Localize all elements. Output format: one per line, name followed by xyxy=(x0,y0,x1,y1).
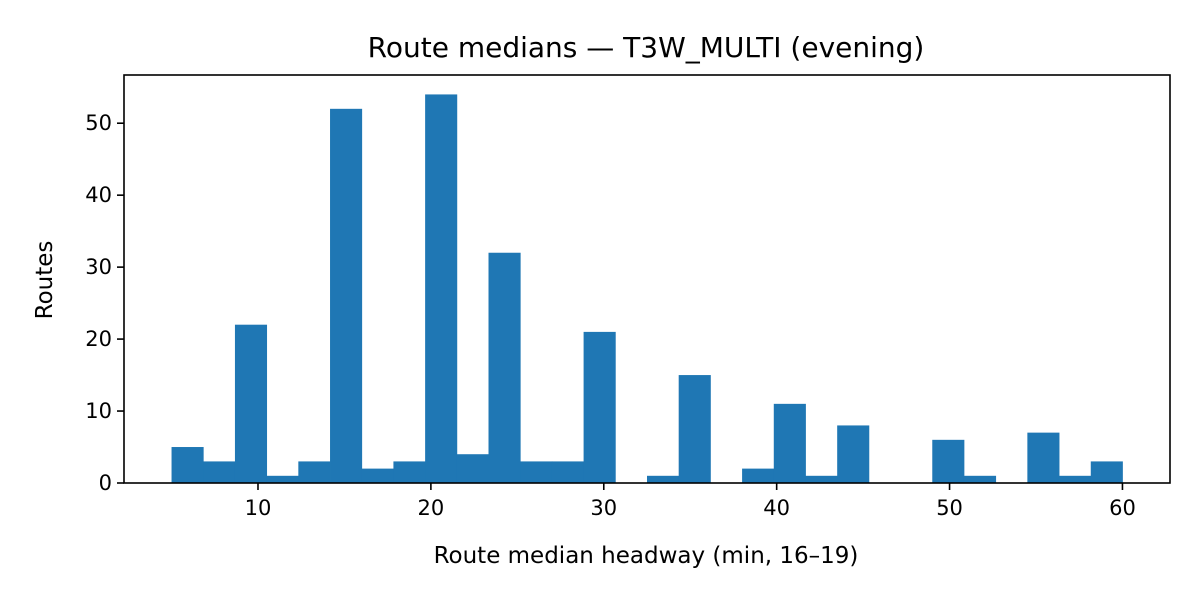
x-tick-label: 40 xyxy=(763,496,790,520)
histogram-bar xyxy=(171,447,204,483)
histogram-bar xyxy=(520,461,553,483)
histogram-bar xyxy=(203,461,236,483)
y-axis-ticks: 0 10 20 30 40 50 xyxy=(85,111,124,495)
histogram-bar xyxy=(361,468,394,483)
histogram-bar xyxy=(805,475,838,483)
histogram-bar xyxy=(932,439,965,483)
chart-title: Route medians — T3W_MULTI (evening) xyxy=(368,31,925,64)
histogram-bar xyxy=(1090,461,1123,483)
histogram-bar xyxy=(234,324,268,483)
histogram-bar xyxy=(298,461,331,483)
x-tick-label: 30 xyxy=(590,496,617,520)
y-tick-label: 30 xyxy=(85,255,112,279)
histogram-bar xyxy=(647,475,680,483)
y-tick-label: 0 xyxy=(99,471,112,495)
x-axis-ticks: 10 20 30 40 50 60 xyxy=(245,483,1136,520)
histogram-bar xyxy=(266,475,299,483)
x-tick-label: 20 xyxy=(418,496,445,520)
histogram-bar xyxy=(456,454,489,483)
histogram-bar xyxy=(837,425,870,483)
y-axis-label: Routes xyxy=(32,241,58,320)
plot-frame xyxy=(123,74,1171,484)
histogram-bar xyxy=(773,403,806,483)
histogram-bar xyxy=(551,461,585,483)
histogram-bar xyxy=(742,468,775,483)
x-axis-label: Route median headway (min, 16–19) xyxy=(434,543,859,569)
histogram-bar xyxy=(678,375,711,483)
y-tick-label: 20 xyxy=(85,327,112,351)
x-tick-label: 10 xyxy=(245,496,272,520)
x-tick-label: 60 xyxy=(1109,496,1136,520)
histogram-bar xyxy=(583,331,616,483)
y-tick-label: 10 xyxy=(85,399,112,423)
y-tick-label: 40 xyxy=(85,183,112,207)
histogram-bar xyxy=(1059,475,1092,483)
histogram-bar xyxy=(488,252,521,483)
histogram-bar xyxy=(330,108,363,484)
histogram-bar xyxy=(1027,432,1060,483)
histogram-bar xyxy=(963,475,997,483)
histogram-bar xyxy=(393,461,426,483)
y-tick-label: 50 xyxy=(85,111,112,135)
histogram-bar xyxy=(425,94,458,483)
bars-group xyxy=(171,94,1123,484)
x-tick-label: 50 xyxy=(936,496,963,520)
